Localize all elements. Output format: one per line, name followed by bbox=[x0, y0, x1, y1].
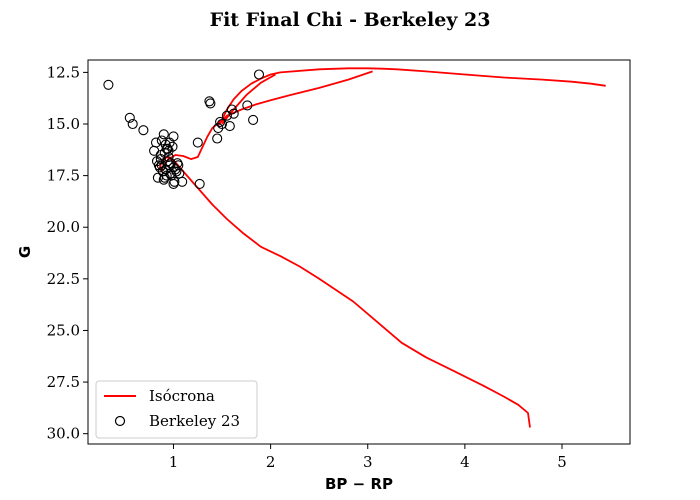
star-point bbox=[212, 133, 223, 144]
star-point bbox=[103, 79, 114, 90]
y-axis-ticks: 12.5 15.0 17.5 20.0 22.5 25.0 27.5 30.0 bbox=[47, 63, 88, 443]
isochrone-line-2 bbox=[221, 73, 276, 125]
isochrone-line-0 bbox=[158, 67, 606, 428]
star-point bbox=[163, 145, 174, 156]
x-tick-label: 3 bbox=[363, 453, 373, 471]
x-tick-label: 4 bbox=[460, 453, 470, 471]
x-tick-label: 1 bbox=[169, 453, 179, 471]
star-point bbox=[127, 118, 138, 130]
y-tick-label: 30.0 bbox=[47, 425, 80, 443]
legend-label-isochrone: Isócrona bbox=[149, 387, 215, 405]
star-point bbox=[164, 137, 175, 148]
star-point bbox=[228, 108, 239, 119]
star-point bbox=[194, 178, 205, 189]
star-point bbox=[173, 160, 184, 171]
star-point bbox=[192, 137, 203, 148]
y-tick-label: 15.0 bbox=[47, 115, 80, 133]
cluster-points bbox=[103, 69, 265, 189]
star-point bbox=[168, 178, 179, 189]
star-point bbox=[155, 154, 166, 165]
star-point bbox=[204, 96, 215, 107]
star-point bbox=[158, 129, 169, 140]
star-point bbox=[158, 174, 169, 185]
star-point bbox=[152, 172, 163, 183]
y-tick-label: 22.5 bbox=[47, 270, 80, 288]
star-point bbox=[168, 162, 179, 173]
y-tick-label: 12.5 bbox=[47, 63, 80, 81]
x-tick-label: 5 bbox=[557, 453, 567, 471]
y-tick-label: 27.5 bbox=[47, 373, 80, 391]
star-point bbox=[213, 123, 224, 134]
star-point bbox=[165, 168, 176, 179]
star-point bbox=[138, 125, 149, 136]
y-tick-label: 20.0 bbox=[47, 218, 80, 236]
x-axis-label: BP − RP bbox=[325, 475, 393, 493]
star-point bbox=[215, 116, 226, 127]
star-point bbox=[221, 110, 232, 121]
y-tick-label: 17.5 bbox=[47, 167, 80, 185]
x-tick-label: 2 bbox=[266, 453, 276, 471]
star-point bbox=[150, 137, 162, 148]
legend-label-cluster: Berkeley 23 bbox=[149, 412, 240, 430]
star-point bbox=[149, 145, 160, 156]
star-point bbox=[124, 112, 135, 123]
star-point bbox=[205, 98, 216, 109]
y-tick-label: 25.0 bbox=[47, 321, 80, 339]
star-point bbox=[242, 100, 253, 111]
legend: Isócrona Berkeley 23 bbox=[95, 380, 258, 439]
plot-frame bbox=[87, 59, 631, 445]
star-point bbox=[253, 69, 265, 80]
x-axis-ticks: 1 2 3 4 5 bbox=[169, 444, 567, 471]
star-point bbox=[248, 114, 259, 125]
star-point bbox=[162, 156, 173, 167]
y-axis-label: G bbox=[16, 246, 34, 258]
chart-title: Fit Final Chi - Berkeley 23 bbox=[210, 9, 491, 31]
star-point bbox=[224, 121, 235, 132]
isochrone-line-1 bbox=[216, 70, 373, 127]
star-point bbox=[161, 143, 172, 154]
legend-marker-swatch bbox=[114, 415, 126, 427]
legend-box bbox=[95, 380, 258, 439]
